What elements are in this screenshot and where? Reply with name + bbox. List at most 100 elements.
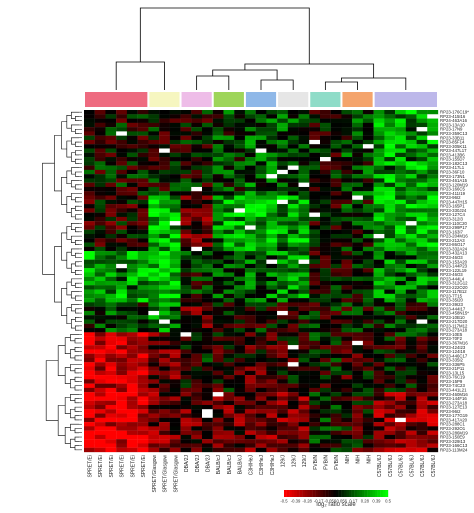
heatmap-cell [384,161,396,166]
heatmap-cell [223,259,235,265]
heatmap-cell [223,310,235,316]
heatmap-cell [202,434,213,440]
heatmap-cell [352,182,364,188]
heatmap-cell [148,417,160,423]
heatmap-cell [105,332,117,337]
heatmap-cell [352,323,364,329]
heatmap-cell [148,169,160,175]
heatmap-cell [277,191,288,196]
heatmap-cell [309,122,321,128]
heatmap-cell [266,131,278,136]
heatmap-cell [202,255,213,260]
heatmap-cell [416,255,428,260]
heatmap-cell [84,157,95,162]
heatmap-cell [137,439,149,444]
heatmap-cell [266,148,278,153]
heatmap-cell [255,131,267,136]
heatmap-cell [137,323,149,329]
heatmap-cell [148,383,160,389]
heatmap-cell [202,430,213,436]
heatmap-cell [202,157,213,162]
heatmap-cell [244,298,256,303]
heatmap-cell [405,285,417,290]
heatmap-cell [405,323,417,329]
heatmap-cell [255,404,267,410]
heatmap-cell [362,298,374,303]
heatmap-cell [341,302,353,307]
heatmap-cell [266,298,278,303]
heatmap-cell [223,379,235,384]
heatmap-cell [159,238,170,243]
heatmap-cell [148,349,160,354]
heatmap-cell [212,396,224,401]
heatmap-cell [341,114,353,119]
heatmap-cell [202,383,213,389]
heatmap-cell [362,135,374,141]
heatmap-cell [244,293,256,299]
heatmap-cell [277,439,288,444]
heatmap-cell [116,281,128,286]
heatmap-cell [180,379,192,384]
color-scale-swatch [359,490,363,497]
heatmap-cell [191,182,203,188]
heatmap-cell [384,293,396,299]
heatmap-cell [395,186,406,192]
heatmap-cell [159,186,170,192]
heatmap-cell [234,165,246,170]
heatmap-cell [384,323,396,329]
heatmap-cell [234,293,246,299]
heatmap-cell [373,186,385,192]
heatmap-cell [266,110,278,115]
heatmap-cell [234,434,246,440]
heatmap-cell [373,400,385,406]
heatmap-cell [362,272,374,277]
heatmap-cell [362,186,374,192]
heatmap-cell [126,345,138,350]
heatmap-cell [373,229,385,235]
heatmap-cell [126,122,138,128]
heatmap-cell [180,396,192,401]
heatmap-cell [223,263,235,269]
heatmap-cell [362,169,374,175]
heatmap-cell [202,161,213,166]
heatmap-cell [277,349,288,354]
heatmap-cell [427,186,439,192]
heatmap-cell [116,122,128,128]
heatmap-cell [191,383,203,389]
heatmap-cell [416,293,428,299]
heatmap-cell [298,195,310,200]
heatmap-cell [341,357,353,363]
heatmap-cell [105,161,117,166]
color-scale-swatch [338,490,342,497]
heatmap-cell [223,323,235,329]
heatmap-cell [373,404,385,410]
heatmap-cell [212,263,224,269]
heatmap-cell [266,118,278,123]
heatmap-cell [341,199,353,205]
heatmap-cell [320,387,331,393]
heatmap-cell [137,426,149,431]
heatmap-cell [191,127,203,132]
heatmap-cell [341,169,353,175]
heatmap-cell [148,186,160,192]
heatmap-cell [191,293,203,299]
heatmap-cell [180,152,192,158]
heatmap-cell [416,447,428,453]
heatmap-cell [384,422,396,427]
heatmap-cell [191,148,203,153]
heatmap-cell [330,191,342,196]
color-scale-legend: log₂ ratio scale -0.5 -0.39 -0.28 -0.17 -0.0… [280,490,392,508]
heatmap-cell [405,110,417,115]
heatmap-cell [298,135,310,141]
heatmap-cell [94,255,106,260]
heatmap-cell [116,366,128,371]
heatmap-cell [105,413,117,418]
heatmap-cell [84,199,95,205]
heatmap-cell [405,370,417,376]
heatmap-cell [362,212,374,218]
heatmap-cell [126,315,138,320]
heatmap-cell [352,310,364,316]
heatmap-cell [180,246,192,252]
heatmap-cell [244,157,256,162]
strain-label: SPRET/Glasgow [152,455,158,493]
